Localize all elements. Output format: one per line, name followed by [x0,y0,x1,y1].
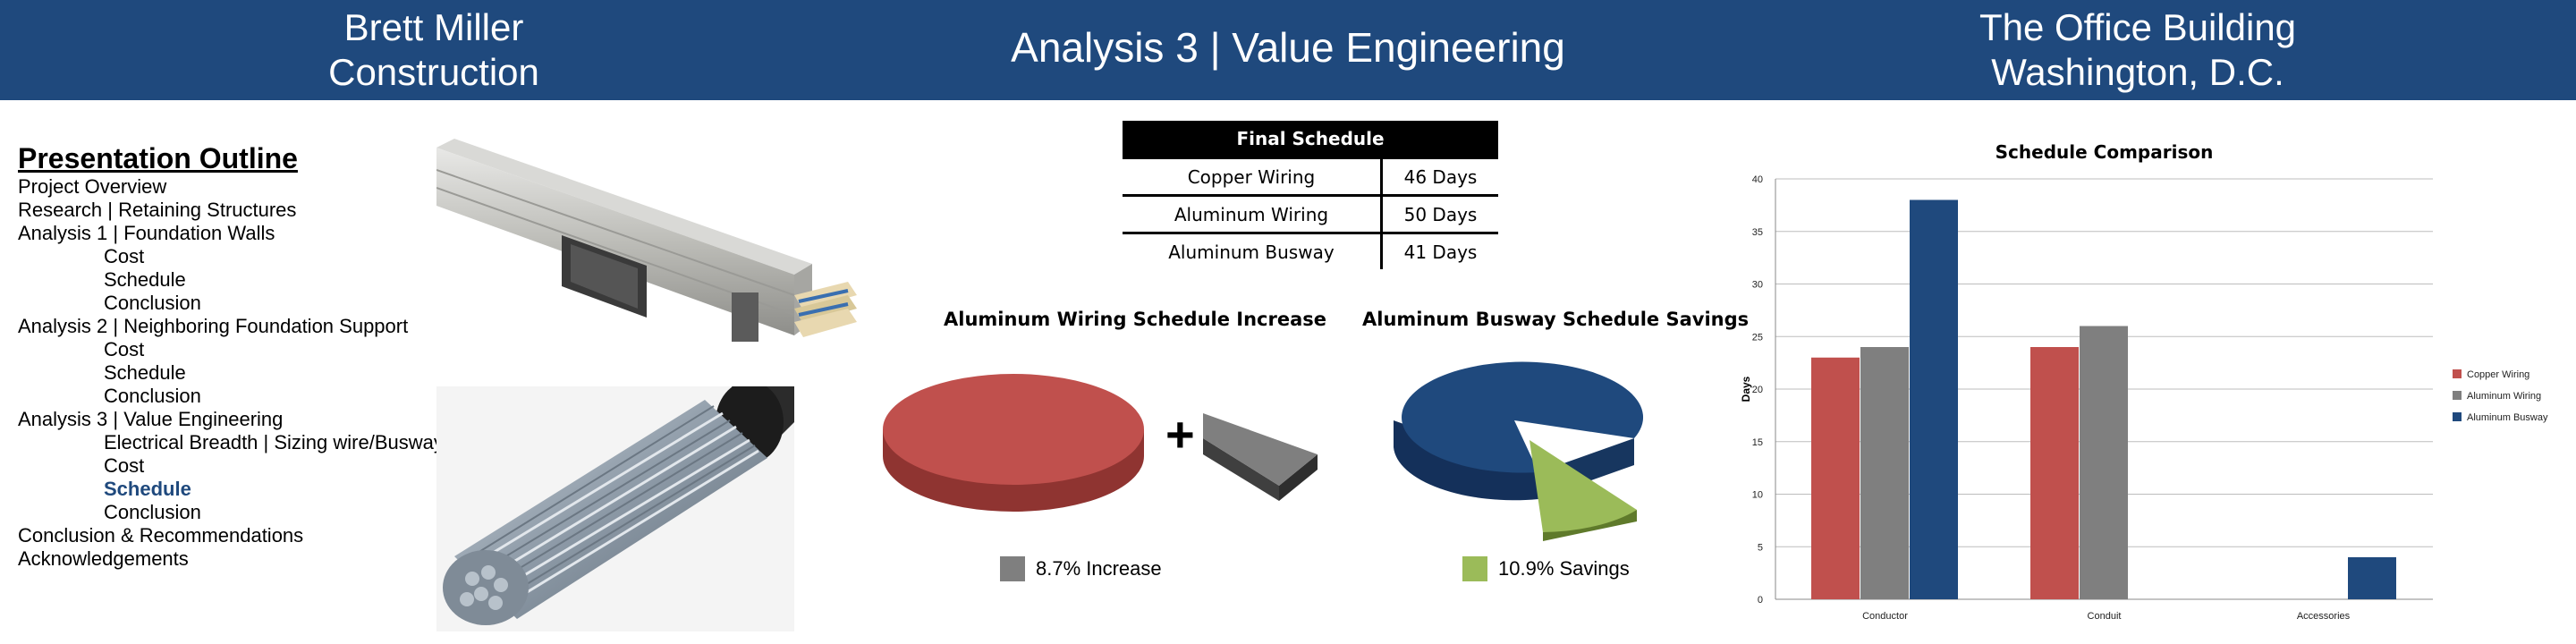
bar-aluminum-busway [2348,557,2396,599]
y-tick-label: 20 [1752,385,1763,395]
outline-title: Presentation Outline [18,142,298,174]
y-axis-label: Days [1740,376,1752,402]
header-left-line1: Brett Miller [343,6,524,48]
legend-swatch-green [1462,556,1487,581]
busway-photo [436,139,857,342]
y-tick-label: 15 [1752,437,1763,448]
presentation-outline: Presentation Outline Project Overview Re… [18,141,444,571]
table-row: Aluminum Wiring 50 Days [1123,194,1498,233]
y-tick-label: 10 [1752,490,1763,501]
outline-subitem[interactable]: Cost [104,245,145,267]
header-title: Analysis 3 | Value Engineering [1011,24,1565,71]
y-tick-label: 5 [1758,542,1763,553]
x-tick-label: Conductor [1862,611,1908,622]
pie-right-savings-slice [1530,440,1637,532]
outline-subitem[interactable]: Conclusion [104,385,201,407]
final-schedule-title: Final Schedule [1123,121,1498,158]
bar-aluminum-wiring [2080,326,2128,599]
table-cell: 41 Days [1381,232,1498,269]
legend-swatch [2453,391,2462,400]
bar-aluminum-busway [1910,199,1958,599]
legend-swatch [2453,412,2462,421]
pie-right-legend: 10.9% Savings [1462,556,1630,581]
bar-copper-wiring [1811,357,1860,599]
outline-item[interactable]: Acknowledgements [18,547,189,570]
legend-swatch [2453,369,2462,378]
header-right: The Office Building Washington, D.C. [1950,5,2326,95]
legend-label: Aluminum Busway [2467,412,2548,423]
pie-right-graphic [1394,361,1644,541]
final-schedule-table: Final Schedule Copper Wiring 46 Days Alu… [1123,121,1498,269]
table-cell: Aluminum Wiring [1123,194,1383,233]
legend-label: Copper Wiring [2467,369,2529,380]
bar-copper-wiring [2030,347,2079,599]
schedule-comparison-chart: Schedule Comparison 0 5 10 15 20 25 30 35 40 Days C… [1740,141,2548,622]
outline-item[interactable]: Analysis 2 | Neighboring Foundation Supp… [18,315,409,337]
bar-aluminum-wiring [1860,347,1909,599]
outline-subitem[interactable]: Schedule [104,268,186,291]
y-tick-label: 0 [1758,595,1763,606]
y-tick-label: 30 [1752,280,1763,291]
pie-right-main-slice [1402,361,1644,473]
table-cell: Copper Wiring [1123,157,1383,196]
table-cell: 46 Days [1381,157,1498,196]
header-left: Brett Miller Construction [326,5,541,95]
table-cell: Aluminum Busway [1123,232,1383,269]
legend-label: Aluminum Wiring [2467,391,2541,402]
legend-swatch-gray [1000,556,1025,581]
outline-subitem[interactable]: Schedule [104,361,186,384]
pie-left-legend: 8.7% Increase [1000,556,1162,581]
header-left-line2: Construction [328,51,539,93]
outline-subitem[interactable]: Cost [104,454,145,477]
outline-subitem[interactable]: Conclusion [104,501,201,523]
table-row: Aluminum Busway 41 Days [1123,232,1498,269]
table-cell: 50 Days [1381,194,1498,233]
pie-right-legend-label: 10.9% Savings [1498,557,1630,580]
outline-item[interactable]: Analysis 1 | Foundation Walls [18,222,275,244]
outline-item[interactable]: Research | Retaining Structures [18,199,297,221]
pie-left-legend-label: 8.7% Increase [1036,557,1162,580]
outline-subitem-active[interactable]: Schedule [104,478,191,500]
outline-item[interactable]: Project Overview [18,175,167,198]
pie-left-plus: + [1165,406,1195,462]
outline-item[interactable]: Analysis 3 | Value Engineering [18,408,284,430]
pie-left-main-slice [883,374,1144,485]
outline-subitem[interactable]: Cost [104,338,145,360]
table-row: Copper Wiring 46 Days [1123,157,1498,196]
header-banner: Brett Miller Construction Analysis 3 | V… [0,0,2576,100]
chart-title: Schedule Comparison [1996,141,2214,163]
y-tick-label: 35 [1752,227,1763,238]
pie-left-increase-slice [1203,413,1318,486]
x-tick-label: Conduit [2088,611,2122,622]
header-right-line1: The Office Building [1979,6,2297,48]
pie-left-slice-side [1203,438,1279,501]
pie-left-graphic: + [883,374,1318,512]
pie-right-title: Aluminum Busway Schedule Savings [1362,309,1750,330]
outline-item[interactable]: Conclusion & Recommendations [18,524,304,547]
aluminum-cable-photo [436,386,794,631]
outline-subitem[interactable]: Electrical Breadth | Sizing wire/Busway [104,431,444,453]
pie-left-title: Aluminum Wiring Schedule Increase [944,309,1327,330]
y-tick-label: 40 [1752,174,1763,185]
x-tick-label: Accessories [2297,611,2351,622]
header-right-line2: Washington, D.C. [1991,51,2284,93]
y-tick-label: 25 [1752,332,1763,343]
outline-subitem[interactable]: Conclusion [104,292,201,314]
pie-left-slice-side [1279,454,1318,501]
